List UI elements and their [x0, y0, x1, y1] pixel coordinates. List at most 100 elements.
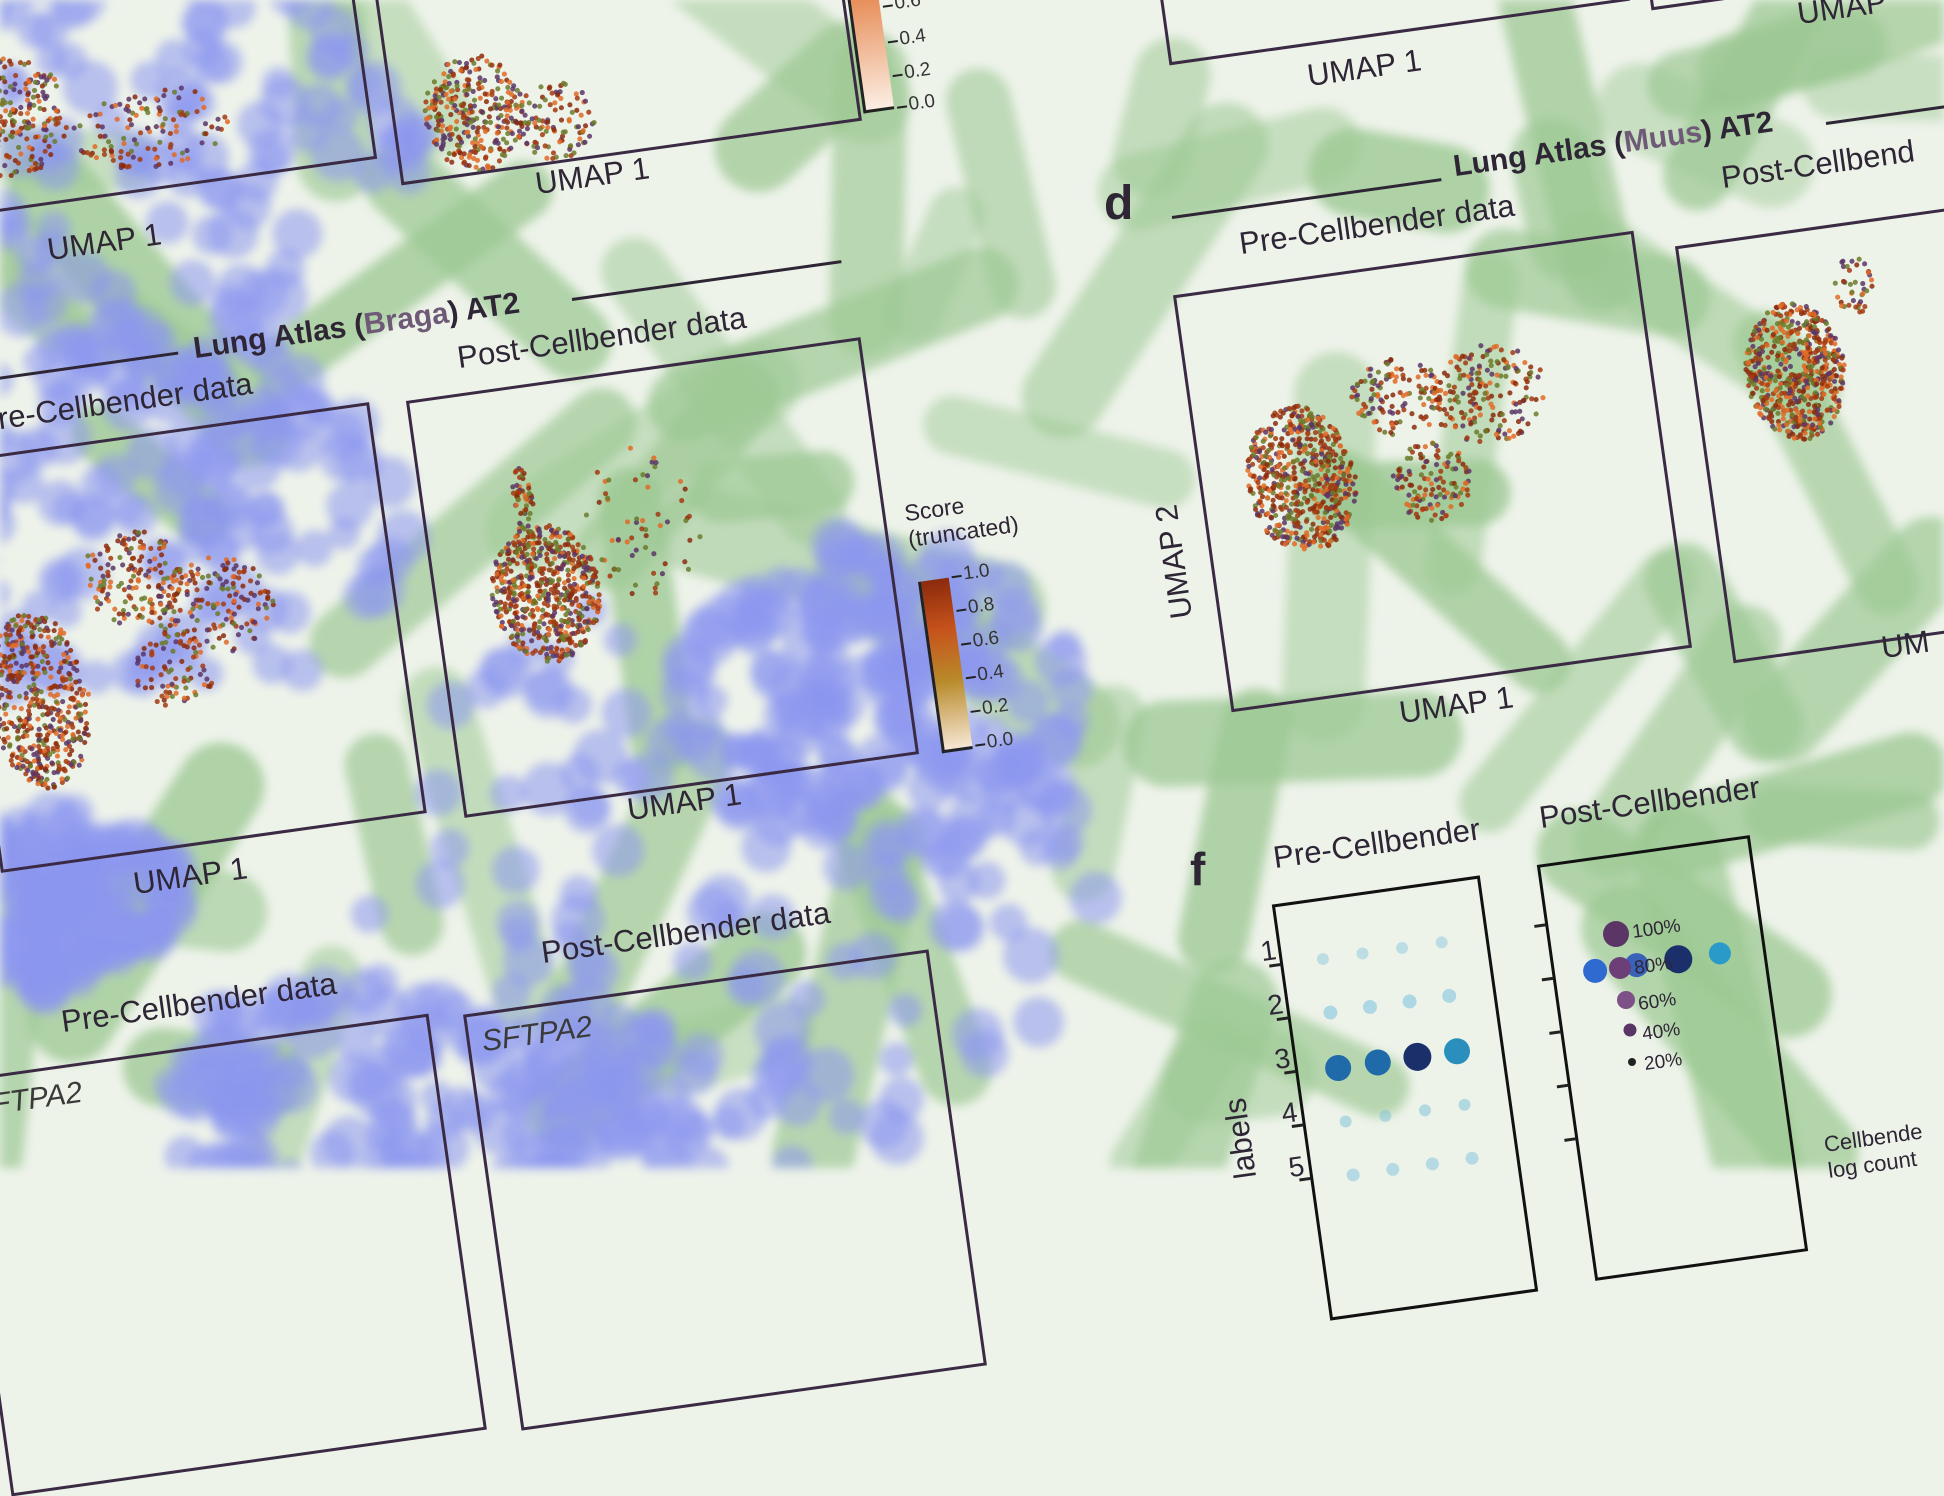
cell-point	[1856, 256, 1862, 262]
cell-point	[679, 498, 685, 504]
cell-point	[163, 702, 169, 708]
cell-point	[1313, 430, 1319, 436]
cell-point	[454, 119, 460, 125]
cell-point	[0, 173, 3, 179]
cell-point	[159, 552, 165, 558]
cell-point	[633, 547, 639, 553]
cell-point	[17, 89, 23, 95]
cell-point	[425, 90, 431, 96]
muus-post-xlabel: UM	[1879, 624, 1932, 666]
cell-point	[1832, 280, 1838, 286]
cell-point	[486, 114, 492, 120]
cell-point	[162, 116, 168, 122]
cell-point	[168, 160, 174, 166]
cell-point	[55, 753, 61, 759]
cell-point	[1285, 485, 1291, 491]
cell-point	[1332, 465, 1338, 471]
cell-point	[1807, 416, 1813, 422]
cell-point	[171, 152, 177, 158]
cell-point	[1315, 515, 1321, 521]
cell-point	[1338, 456, 1344, 462]
cell-point	[137, 100, 143, 106]
cell-point	[48, 132, 54, 138]
cell-point	[148, 677, 154, 683]
cell-point	[1846, 302, 1852, 308]
cell-point	[2, 163, 8, 169]
cell-point	[117, 620, 123, 626]
cell-point	[1291, 465, 1297, 471]
cell-point	[131, 573, 137, 579]
cell-point	[179, 157, 185, 163]
cell-point	[110, 157, 116, 163]
cell-point	[171, 609, 177, 615]
blue-cell	[492, 846, 540, 894]
cell-point	[114, 116, 120, 122]
cell-point	[1432, 512, 1438, 518]
cell-point	[130, 154, 136, 160]
cell-point	[0, 114, 3, 120]
cell-point	[158, 623, 164, 629]
cell-point	[1389, 404, 1395, 410]
cell-point	[1807, 409, 1813, 415]
cell-point	[1310, 521, 1316, 527]
cell-point	[1769, 325, 1775, 331]
cell-point	[432, 79, 438, 85]
cell-point	[625, 519, 631, 525]
cell-point	[1852, 279, 1858, 285]
cell-point	[179, 85, 185, 91]
blue-cell	[22, 281, 67, 326]
cell-point	[607, 573, 613, 579]
cell-point	[1528, 364, 1534, 370]
cell-point	[446, 151, 452, 157]
cell-point	[1854, 262, 1860, 268]
cell-point	[1533, 397, 1539, 403]
blue-cell	[905, 810, 956, 861]
cell-point	[157, 139, 163, 145]
cell-point	[552, 100, 558, 106]
cell-point	[526, 516, 532, 522]
cell-point	[142, 96, 148, 102]
cell-point	[1429, 492, 1435, 498]
cell-point	[2, 64, 8, 70]
cell-point	[596, 499, 602, 505]
cell-point	[453, 126, 459, 132]
cell-point	[1862, 304, 1868, 310]
cell-point	[42, 148, 48, 154]
cell-point	[171, 117, 177, 123]
cell-point	[575, 542, 581, 548]
cell-point	[567, 102, 573, 108]
cell-point	[1503, 373, 1509, 379]
cell-point	[558, 105, 564, 111]
cell-point	[1515, 348, 1521, 354]
cell-point	[204, 586, 210, 592]
cell-point	[678, 478, 684, 484]
blue-cell	[0, 362, 14, 397]
cell-point	[201, 105, 207, 111]
cell-point	[205, 601, 211, 607]
cell-point	[3, 711, 9, 717]
cell-point	[85, 553, 91, 559]
cell-point	[203, 121, 209, 127]
cell-point	[128, 578, 134, 584]
cell-point	[1765, 310, 1771, 316]
cell-point	[472, 97, 478, 103]
cell-point	[583, 123, 589, 129]
cell-point	[162, 560, 168, 566]
cell-point	[250, 566, 256, 572]
blue-cell	[342, 968, 388, 1014]
cell-point	[3, 108, 9, 114]
cell-point	[210, 644, 216, 650]
cell-point	[11, 705, 17, 711]
cell-point	[1428, 471, 1434, 477]
cell-point	[247, 628, 253, 634]
cell-point	[167, 659, 173, 665]
cell-point	[1498, 393, 1504, 399]
cell-point	[26, 614, 32, 620]
cell-point	[225, 586, 231, 592]
cell-point	[52, 621, 58, 627]
cell-point	[225, 119, 231, 125]
blue-cell	[967, 861, 1005, 899]
braga-pre-umap-panel	[0, 402, 427, 873]
cell-point	[8, 100, 14, 106]
cell-point	[157, 562, 163, 568]
